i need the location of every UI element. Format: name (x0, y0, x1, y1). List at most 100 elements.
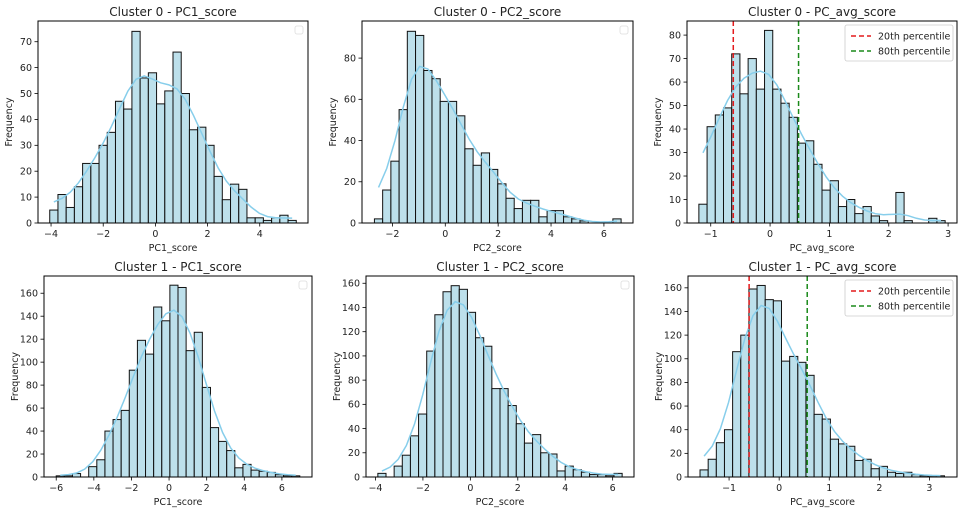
histogram-bar (515, 423, 525, 478)
histogram-bar (507, 405, 517, 478)
x-tick-label: 2 (876, 483, 882, 494)
histogram-bar (423, 69, 433, 224)
y-tick-label: 140 (20, 312, 38, 323)
legend: 20th percentile 80th percentile (844, 279, 954, 317)
histogram-bar (698, 203, 708, 224)
histogram-bar (450, 285, 460, 478)
histogram-bar (279, 214, 289, 224)
histogram-bar (161, 320, 171, 478)
y-tick-label: 0 (350, 218, 356, 229)
x-tick-label: 0 (776, 483, 782, 494)
histogram-panel-4: Cluster 1 - PC2_score−4 −2 0 2 4 602040608010… (332, 260, 635, 508)
histogram-bar (139, 77, 149, 224)
y-tick-label: 60 (20, 63, 32, 74)
y-tick-label: 100 (20, 357, 38, 368)
y-tick-label: 120 (20, 334, 38, 345)
y-tick-label: 60 (344, 95, 356, 106)
y-tick-label: 40 (26, 426, 38, 437)
x-tick-label: 2 (515, 483, 521, 494)
x-tick-label: 2 (886, 229, 892, 240)
histogram-bar (505, 197, 515, 224)
x-tick-label: 2 (204, 483, 210, 494)
x-tick-label: 3 (945, 229, 951, 240)
histogram-bar (789, 355, 799, 478)
histogram-bar (426, 350, 436, 478)
histogram-bar (271, 217, 281, 224)
axes-frame (686, 20, 958, 224)
histogram-bar (114, 100, 125, 224)
histogram-bar (523, 442, 534, 478)
axes-frame (361, 20, 634, 224)
histogram-bar (458, 288, 468, 478)
legend-label: 80th percentile (878, 47, 951, 58)
y-tick-label: 0 (26, 218, 32, 229)
histogram-bar (829, 438, 840, 478)
x-tick-label: −1 (722, 483, 736, 494)
x-tick-label: −4 (87, 483, 101, 494)
y-tick-label: 10 (20, 192, 32, 203)
y-tick-label: 30 (20, 141, 32, 152)
histogram-bar (472, 164, 482, 224)
y-tick-label: 70 (20, 37, 32, 48)
x-tick-label: −4 (368, 483, 382, 494)
y-tick-label: 40 (670, 425, 682, 436)
histogram-bar (821, 418, 831, 478)
y-tick-label: 80 (669, 30, 681, 41)
histogram-bar (258, 470, 268, 478)
histogram-bar (96, 459, 106, 478)
histogram-bar (739, 93, 749, 224)
histogram-bar (226, 450, 236, 478)
histogram-bar (238, 188, 248, 224)
histogram-bar (98, 144, 108, 224)
histogram-bar (464, 148, 474, 224)
x-tick-label: −2 (385, 229, 399, 240)
y-tick-label: 120 (664, 330, 682, 341)
axes-frame (37, 20, 309, 224)
histogram-bar (390, 160, 400, 224)
histogram-bar (185, 350, 195, 478)
histogram-bar (699, 469, 709, 478)
y-tick-label: 60 (670, 401, 682, 412)
histogram-bar (106, 131, 116, 224)
histogram-bar (764, 29, 774, 224)
x-axis-label: PC2_score (476, 497, 525, 508)
x-tick-label: 0 (767, 229, 773, 240)
y-tick-label: 40 (20, 115, 32, 126)
x-axis-label: PC2_score (473, 243, 522, 254)
histogram-bar (90, 162, 100, 224)
x-axis-label: PC_avg_score (790, 497, 855, 508)
x-tick-label: 4 (241, 483, 247, 494)
histogram-bar (373, 218, 384, 224)
y-axis-label: Frequency (4, 97, 15, 146)
y-tick-label: 160 (342, 279, 360, 290)
histogram-bar (82, 162, 92, 224)
x-tick-label: 0 (152, 229, 158, 240)
legend-box (844, 24, 954, 62)
x-axis-label: PC_avg_score (790, 243, 855, 254)
y-tick-label: 20 (344, 177, 356, 188)
y-tick-label: 50 (669, 101, 681, 112)
y-tick-label: 80 (348, 375, 360, 386)
histogram-bar (723, 429, 734, 478)
histogram-bar (169, 284, 179, 478)
histogram-bar (123, 108, 133, 224)
histogram-bar (164, 90, 174, 224)
y-tick-label: 80 (344, 53, 356, 64)
y-axis-label: Frequency (653, 97, 664, 146)
histogram-bar (780, 102, 790, 224)
kde-curve (60, 309, 296, 477)
histogram-bar (755, 88, 766, 224)
histogram-bar (540, 452, 550, 478)
x-tick-label: 6 (610, 483, 616, 494)
empty-legend-box (298, 280, 308, 290)
histogram-bar (128, 369, 138, 478)
histogram-bar (254, 217, 264, 224)
histogram-bar (837, 206, 848, 224)
histogram-bar (393, 465, 403, 478)
kde-curve (381, 300, 619, 476)
x-tick-label: 0 (442, 229, 448, 240)
y-tick-label: 40 (669, 124, 681, 135)
x-tick-label: 0 (166, 483, 172, 494)
x-tick-label: 6 (279, 483, 285, 494)
